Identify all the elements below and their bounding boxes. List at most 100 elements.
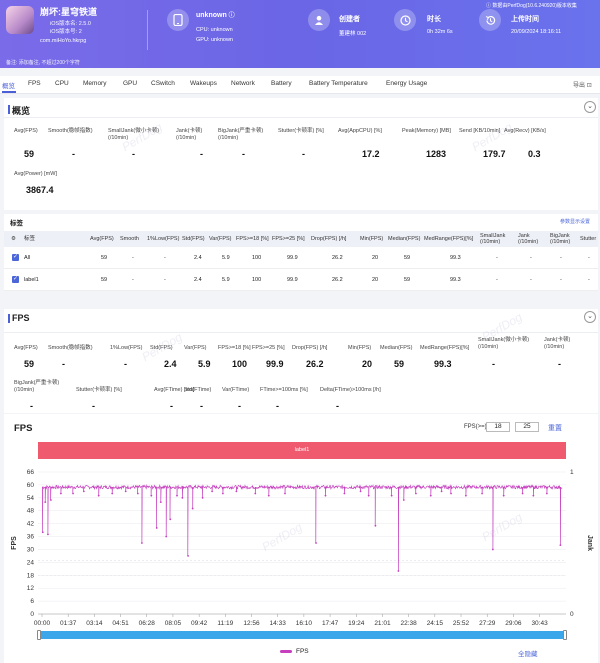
section-divider (4, 117, 598, 118)
metric-label: FPS>=18 [%] (218, 345, 251, 351)
table-cell: - (560, 255, 562, 261)
table-cell: 20 (372, 255, 379, 261)
table-cell: - (132, 277, 134, 283)
table-cell: 59 (404, 255, 411, 261)
report-header: 崩坏:星穹铁道 iOS版本名: 2.5.0 iOS版本号: 2 com.miHo… (0, 0, 600, 68)
upload-time-label: 上传时间 (511, 16, 539, 23)
package-name: com.miHoYo.hkrpg (40, 38, 87, 44)
metric-value: - (62, 359, 65, 369)
metric-value: 179.7 (483, 149, 506, 159)
metric-value: - (492, 359, 495, 369)
tab-3[interactable]: Memory (83, 80, 107, 87)
column-header[interactable]: Stutter (580, 236, 597, 242)
export-button[interactable]: 导出 ⊡ (573, 83, 592, 89)
tab-8[interactable]: Battery (271, 80, 292, 87)
column-header[interactable]: FPS>=25 [%] (272, 236, 305, 242)
row-checkbox[interactable]: ✓ (12, 254, 19, 261)
tab-5[interactable]: CSwitch (151, 80, 175, 87)
metric-label: SmallJank(微小卡顿) (/10min) (108, 128, 160, 141)
tab-9[interactable]: Battery Temperature (309, 80, 368, 87)
metric-value: - (72, 149, 75, 159)
upload-time-value: 20/09/2024 18:16:11 (511, 29, 562, 35)
overview-card: 概览 Avg(FPS) 59 Smooth(稳帧指数) - SmallJank(微小卡顿… (4, 98, 598, 210)
tab-6[interactable]: Wakeups (190, 80, 217, 87)
column-header[interactable]: FPS>=18 [%] (236, 236, 269, 242)
duration-label: 时长 (427, 16, 441, 23)
chart-legend-fps[interactable]: FPS (280, 648, 309, 655)
table-row[interactable]: ✓ label1 59 - - 2.4 5.9 100 99.9 26.2 20 59 99.3 - - - - (4, 269, 598, 291)
fps-threshold-label: FPS(>=) (464, 424, 487, 430)
row-checkbox[interactable]: ✓ (12, 276, 19, 283)
metric-value: - (124, 359, 127, 369)
column-header[interactable]: Avg(FPS) (90, 236, 114, 242)
column-header[interactable]: SmallJank (/10min) (480, 233, 506, 245)
device-name: unknown ⓘ (196, 12, 235, 19)
metric-value: 2.4 (164, 359, 177, 369)
scrollbar-right-handle[interactable] (563, 630, 567, 640)
tab-10[interactable]: Energy Usage (386, 80, 428, 87)
column-header[interactable]: Drop(FPS) [/h] (311, 236, 347, 242)
column-header[interactable]: Median(FPS) (388, 236, 421, 242)
column-header[interactable]: Min(FPS) (360, 236, 384, 242)
scrollbar-left-handle[interactable] (37, 630, 41, 640)
metric-value: - (92, 401, 95, 411)
tab-0[interactable]: 概览 (2, 83, 15, 90)
table-cell: 99.9 (287, 277, 298, 283)
hide-all-button[interactable]: 全隐藏 (518, 651, 538, 658)
table-cell: - (164, 255, 166, 261)
section-marker (8, 105, 10, 114)
metric-value: - (242, 149, 245, 159)
metric-label: Stutter(卡顿率) [%] (278, 128, 324, 134)
table-cell: 59 (101, 277, 108, 283)
device-gpu: GPU: unknown (196, 37, 233, 43)
column-header[interactable]: Std(FPS) (182, 236, 205, 242)
table-cell: 26.2 (332, 277, 343, 283)
metric-value: 3867.4 (26, 185, 54, 195)
metric-label: Send [KB/10min] (459, 128, 501, 134)
column-header[interactable]: Smooth (120, 236, 139, 242)
fps-threshold-1-input[interactable]: 18 (486, 422, 510, 432)
metric-label: FTime>=100ms [%] (260, 387, 308, 393)
tab-7[interactable]: Network (231, 80, 255, 87)
note-field[interactable]: 备注: 添加备注, 不超过200个字符 (6, 60, 80, 66)
metric-label: Var(FTime) (222, 387, 250, 393)
table-cell: 5.9 (222, 277, 230, 283)
duration-value: 0h 32m 6s (427, 29, 453, 35)
metric-value: - (200, 149, 203, 159)
table-cell: - (560, 277, 562, 283)
table-cell: - (132, 255, 134, 261)
info-icon: ⓘ (486, 3, 493, 9)
table-cell: 26.2 (332, 255, 343, 261)
column-header[interactable]: MedRange(FPS)[%] (424, 236, 474, 242)
table-cell: 59 (101, 255, 108, 261)
metric-value: 17.2 (362, 149, 380, 159)
fps-threshold-2-input[interactable]: 25 (515, 422, 539, 432)
time-range-scrollbar[interactable] (38, 631, 566, 639)
tab-2[interactable]: CPU (55, 80, 69, 87)
column-header[interactable]: Jank (/10min) (518, 233, 539, 245)
collapse-button[interactable]: ⌄ (584, 101, 596, 113)
reset-button[interactable]: 重置 (548, 425, 562, 432)
column-header[interactable]: Var(FPS) (209, 236, 232, 242)
label-range-bar[interactable]: label1 (38, 442, 566, 459)
device-icon (167, 9, 189, 31)
metric-label: FPS>=25 [%] (252, 345, 285, 351)
device-cpu: CPU: unknown (196, 27, 233, 33)
table-cell: - (588, 255, 590, 261)
column-header[interactable]: 1%Low(FPS) (147, 236, 180, 242)
column-header[interactable]: BigJank (/10min) (550, 233, 571, 245)
metric-label: Avg(AppCPU) [%] (338, 128, 382, 134)
ios-version-code: iOS版本号: 2 (50, 29, 82, 35)
display-settings-link[interactable]: 参数显示设置 (560, 219, 591, 225)
metric-value: 59 (394, 359, 405, 369)
table-cell: - (530, 277, 532, 283)
tab-4[interactable]: GPU (123, 80, 138, 87)
settings-icon[interactable]: ⚙ (11, 236, 16, 242)
metric-value: - (132, 149, 135, 159)
table-row[interactable]: ✓ All 59 - - 2.4 5.9 100 99.9 26.2 20 59 99.3 - - - - (4, 247, 598, 269)
metric-label: Jank(卡顿) (/10min) (176, 128, 203, 141)
metric-label: Peak(Memory) [MB] (402, 128, 451, 134)
collapse-button[interactable]: ⌄ (584, 311, 596, 323)
tab-1[interactable]: FPS (28, 80, 41, 87)
metric-label: Avg(Recv) [KB/s] (504, 128, 546, 134)
